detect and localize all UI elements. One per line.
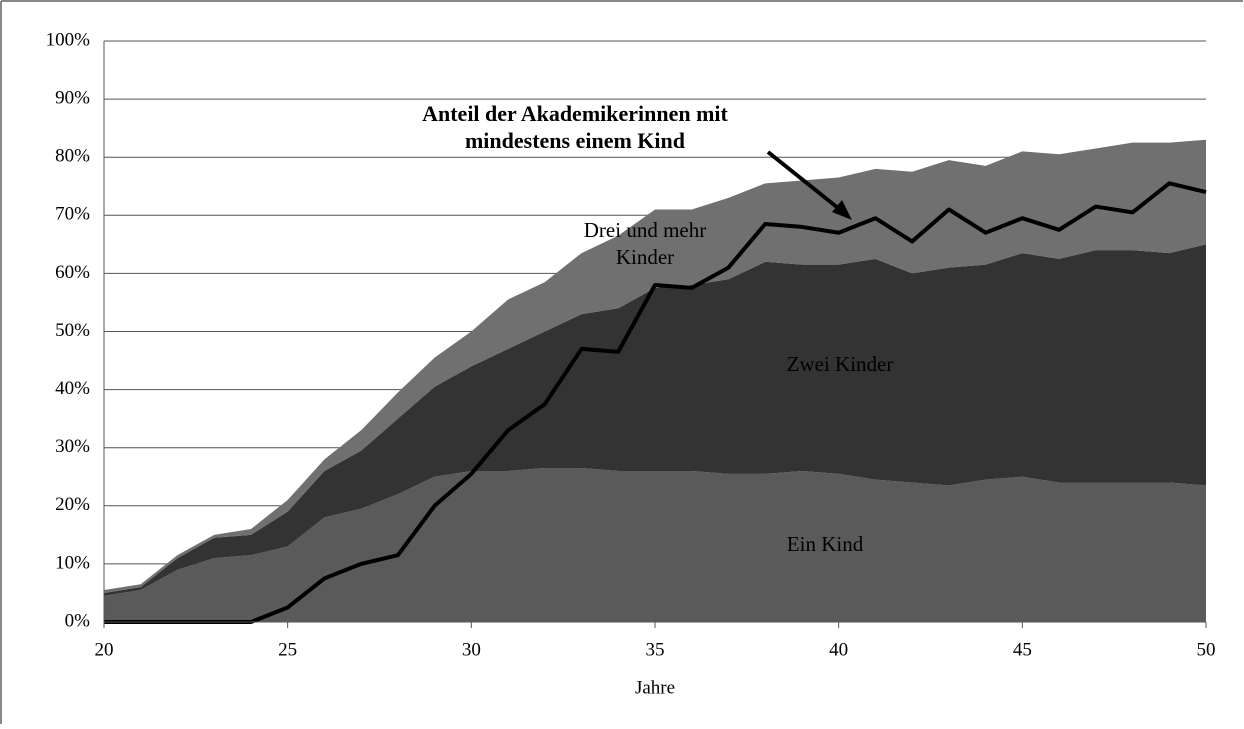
y-tick-label: 40%	[55, 378, 90, 399]
x-tick-label: 35	[646, 639, 665, 660]
area	[104, 468, 1206, 622]
y-tick-label: 60%	[55, 262, 90, 283]
y-tick-label: 100%	[46, 29, 91, 50]
y-tick-label: 80%	[55, 146, 90, 167]
y-tick-label: 20%	[55, 494, 90, 515]
area-label: Ein Kind	[786, 532, 864, 556]
x-tick-label: 45	[1013, 639, 1032, 660]
x-tick-label: 20	[95, 639, 114, 660]
x-tick-label: 25	[278, 639, 297, 660]
x-tick-label: 30	[462, 639, 481, 660]
y-tick-label: 10%	[55, 552, 90, 573]
x-tick-label: 40	[829, 639, 848, 660]
y-tick-label: 0%	[65, 610, 91, 631]
area	[104, 139, 1206, 593]
area	[104, 244, 1206, 596]
x-axis-label: Jahre	[635, 677, 675, 698]
area-label: Drei und mehr Kinder	[583, 218, 707, 269]
x-tick-label: 50	[1197, 639, 1216, 660]
y-tick-label: 50%	[55, 320, 90, 341]
annotation-arrowhead	[832, 200, 852, 220]
annotation-arrow	[766, 150, 845, 214]
y-tick-label: 70%	[55, 204, 90, 225]
y-tick-label: 90%	[55, 87, 90, 108]
y-tick-label: 30%	[55, 436, 90, 457]
area-label: Zwei Kinder	[786, 352, 894, 376]
annotation: Anteil der Akademikerinnen mit mindesten…	[422, 101, 728, 153]
line	[104, 181, 1207, 624]
